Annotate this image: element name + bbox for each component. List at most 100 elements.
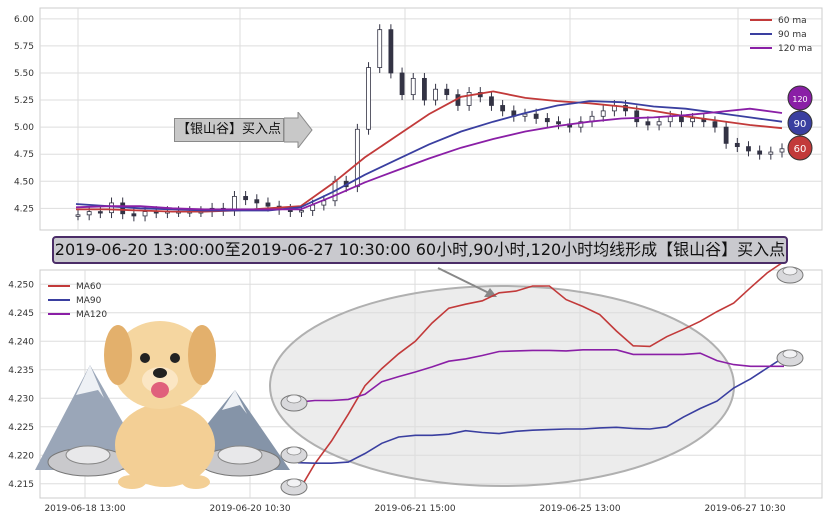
lower-ma-lines	[297, 260, 785, 493]
candle-body	[556, 121, 561, 125]
candle-body	[422, 77, 427, 101]
x-axis: 2019-06-18 13:00 2019-06-20 10:30 2019-06-…	[44, 504, 785, 514]
lower-y-tick-label: 4.230	[8, 394, 34, 404]
candle-body	[265, 202, 271, 207]
candle-body	[410, 77, 416, 96]
upper-y-tick-label: 5.75	[14, 42, 34, 52]
upper-y-tick-label: 5.50	[14, 69, 34, 79]
ma-badge-label: 60	[794, 144, 807, 155]
candle-body	[522, 113, 528, 117]
upper-y-tick-label: 6.00	[14, 15, 34, 25]
silver-ingot-icon	[782, 349, 798, 359]
upper-legend-label: 60 ma	[778, 16, 807, 26]
candle-body	[757, 150, 763, 155]
candle-body	[768, 151, 774, 155]
lower-y-tick-label: 4.235	[8, 366, 34, 376]
lower-ma-line-MA60	[297, 260, 785, 493]
ingot-decorations	[280, 266, 804, 496]
lower-y-tick-label: 4.240	[8, 337, 34, 347]
lower-ma-line-MA90	[297, 356, 785, 465]
candle-body	[388, 29, 394, 74]
candle-body	[600, 110, 606, 117]
silver-ingot-icon	[286, 478, 302, 488]
candle-body	[433, 88, 438, 101]
candle-body	[299, 210, 304, 213]
ma-badges: 120 90 60	[787, 85, 813, 161]
candle-body	[444, 88, 450, 96]
silver-ingot-icon	[286, 446, 302, 456]
candle-body	[86, 211, 92, 216]
candle-body	[366, 67, 371, 130]
candle-body	[734, 142, 740, 148]
lower-legend-label: MA120	[76, 310, 107, 320]
lower-y-tick-label: 4.245	[8, 309, 34, 319]
signal-banner: 2019-06-20 13:00:00至2019-06-27 10:30:00 …	[52, 236, 788, 264]
x-tick-label: 2019-06-27 10:30	[704, 504, 785, 514]
candle-body	[544, 118, 550, 123]
upper-ma-line-60-ma	[76, 90, 783, 213]
candle-body	[690, 118, 696, 123]
candle-body	[109, 202, 114, 214]
silver-ingot-icon	[286, 394, 302, 404]
upper-ma-line-90-ma	[75, 100, 783, 212]
silver-ingot-icon	[782, 266, 798, 276]
upper-ma-line-120-ma	[75, 107, 783, 211]
ma-badge-label: 120	[792, 95, 807, 104]
upper-y-tick-label: 4.75	[14, 150, 34, 160]
lower-y-tick-label: 4.250	[8, 280, 34, 290]
candle-body	[656, 121, 662, 126]
lower-legend: MA60 MA90 MA120	[48, 282, 107, 320]
x-tick-label: 2019-06-25 13:00	[539, 504, 620, 514]
ma-badge	[787, 85, 813, 111]
candle-body	[131, 213, 137, 217]
upper-y-tick-label: 5.00	[14, 123, 34, 133]
upper-y-tick-label: 4.50	[14, 177, 34, 187]
candle-body	[354, 128, 360, 188]
candle-body	[500, 105, 506, 112]
candle-body	[377, 29, 383, 68]
candle-body	[466, 92, 472, 106]
upper-y-tick-label: 4.25	[14, 204, 34, 214]
dog-mascot-icon	[104, 321, 216, 489]
lower-y-tick-label: 4.220	[8, 451, 34, 461]
lower-legend-label: MA60	[76, 282, 102, 292]
signal-label: 【银山谷】买入点	[174, 118, 284, 142]
candle-body	[489, 96, 494, 106]
lower-y-tick-label: 4.225	[8, 423, 34, 433]
candle-body	[120, 202, 126, 215]
candle-body	[712, 121, 718, 128]
x-tick-label: 2019-06-20 10:30	[209, 504, 290, 514]
lower-legend-label: MA90	[76, 296, 102, 306]
signal-label-arrow	[284, 112, 313, 148]
candle-body	[243, 196, 249, 201]
candle-body	[679, 115, 684, 123]
x-tick-label: 2019-06-18 13:00	[44, 504, 125, 514]
candle-body	[75, 214, 81, 217]
silver-ingot-icon	[47, 445, 281, 477]
ma-badge-label: 90	[794, 119, 807, 130]
upper-y-axis: 6.00 5.75 5.50 5.25 5.00 4.75 4.50 4.25	[14, 15, 34, 215]
highlight-ellipse	[269, 285, 735, 487]
lower-y-tick-label: 4.215	[8, 480, 34, 490]
candle-body	[399, 72, 405, 96]
upper-price-chart: 6.00 5.75 5.50 5.25 5.00 4.75 4.50 4.25 60 ma 90…	[14, 7, 823, 231]
candle-body	[634, 110, 640, 123]
x-tick-label: 2019-06-21 15:00	[374, 504, 455, 514]
candle-body	[254, 199, 260, 204]
candle-body	[746, 146, 751, 152]
candle-body	[779, 148, 785, 153]
candle-body	[533, 113, 539, 119]
upper-legend-label: 90 ma	[778, 30, 807, 40]
upper-ma-lines	[75, 90, 783, 213]
lower-y-axis: 4.250 4.245 4.240 4.235 4.230 4.225 4.220 4.215	[8, 280, 34, 490]
candle-body	[232, 196, 237, 211]
ma-badge	[787, 135, 813, 161]
lower-ma-line-MA120	[297, 348, 784, 403]
candle-body	[645, 121, 651, 126]
ma-badge	[787, 110, 813, 136]
pointer-arrow	[437, 267, 494, 296]
upper-legend: 60 ma 90 ma 120 ma	[750, 16, 812, 54]
upper-legend-label: 120 ma	[778, 44, 812, 54]
candle-body	[142, 211, 148, 217]
